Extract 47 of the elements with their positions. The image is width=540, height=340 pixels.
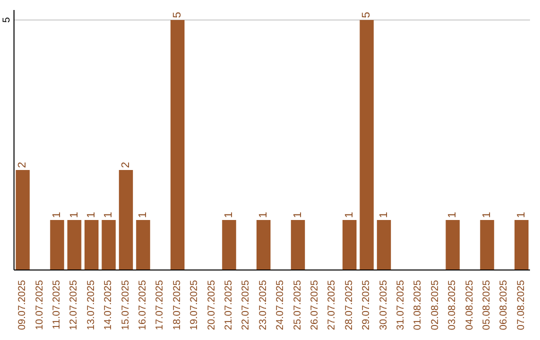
x-tick-label: 21.07.2025	[224, 280, 234, 330]
x-tick-label: 09.07.2025	[17, 280, 28, 330]
data-label: 1	[51, 212, 64, 218]
x-tick-label: 30.07.2025	[378, 280, 390, 330]
x-tick-label: 27.07.2025	[326, 280, 338, 330]
x-tick-label: 22.07.2025	[240, 280, 252, 330]
x-tick-label: 07.08.2025	[516, 280, 527, 330]
data-label: 1	[378, 212, 390, 218]
x-tick-label: 31.07.2025	[396, 280, 406, 330]
data-label: 1	[68, 212, 80, 218]
x-tick-label: 12.07.2025	[68, 280, 80, 330]
x-tick-label: 19.07.2025	[189, 280, 200, 330]
data-label: 2	[120, 162, 132, 168]
x-tick-label: 26.07.2025	[310, 280, 320, 330]
data-label: 2	[16, 162, 29, 168]
x-tick-label: 29.07.2025	[361, 280, 372, 330]
x-tick-label: 23.07.2025	[258, 280, 269, 330]
data-label: 1	[137, 212, 150, 218]
x-tick-label: 24.07.2025	[275, 280, 286, 330]
data-label: 5	[172, 12, 184, 18]
x-tick-label: 15.07.2025	[120, 280, 132, 330]
x-tick-label: 01.08.2025	[412, 280, 424, 330]
data-label: 1	[102, 212, 115, 218]
x-tick-label: 10.07.2025	[34, 280, 46, 330]
data-label: 1	[516, 212, 528, 218]
x-tick-label: 06.08.2025	[498, 280, 510, 330]
data-label: 1	[344, 212, 356, 218]
data-label: 1	[258, 212, 270, 218]
x-tick-label: 25.07.2025	[292, 280, 304, 330]
x-tick-label: 17.07.2025	[154, 280, 166, 330]
x-tick-label: 02.08.2025	[430, 280, 441, 330]
x-tick-label: 13.07.2025	[86, 280, 97, 330]
data-label: 1	[86, 212, 98, 218]
data-label: 1	[446, 212, 459, 218]
x-tick-label: 20.07.2025	[206, 280, 218, 330]
data-label: 5	[360, 12, 373, 18]
x-tick-label: 14.07.2025	[103, 280, 114, 330]
data-label: 1	[223, 212, 236, 218]
x-tick-label: 28.07.2025	[344, 280, 355, 330]
x-tick-label: 16.07.2025	[138, 280, 148, 330]
data-label: 1	[481, 212, 494, 218]
x-tick-label: 18.07.2025	[172, 280, 183, 330]
x-tick-label: 11.07.2025	[52, 280, 62, 330]
data-label: 1	[292, 212, 304, 218]
x-tick-label: 03.08.2025	[447, 280, 458, 330]
x-tick-label: 05.08.2025	[482, 280, 492, 330]
x-tick-label: 04.08.2025	[464, 280, 476, 330]
